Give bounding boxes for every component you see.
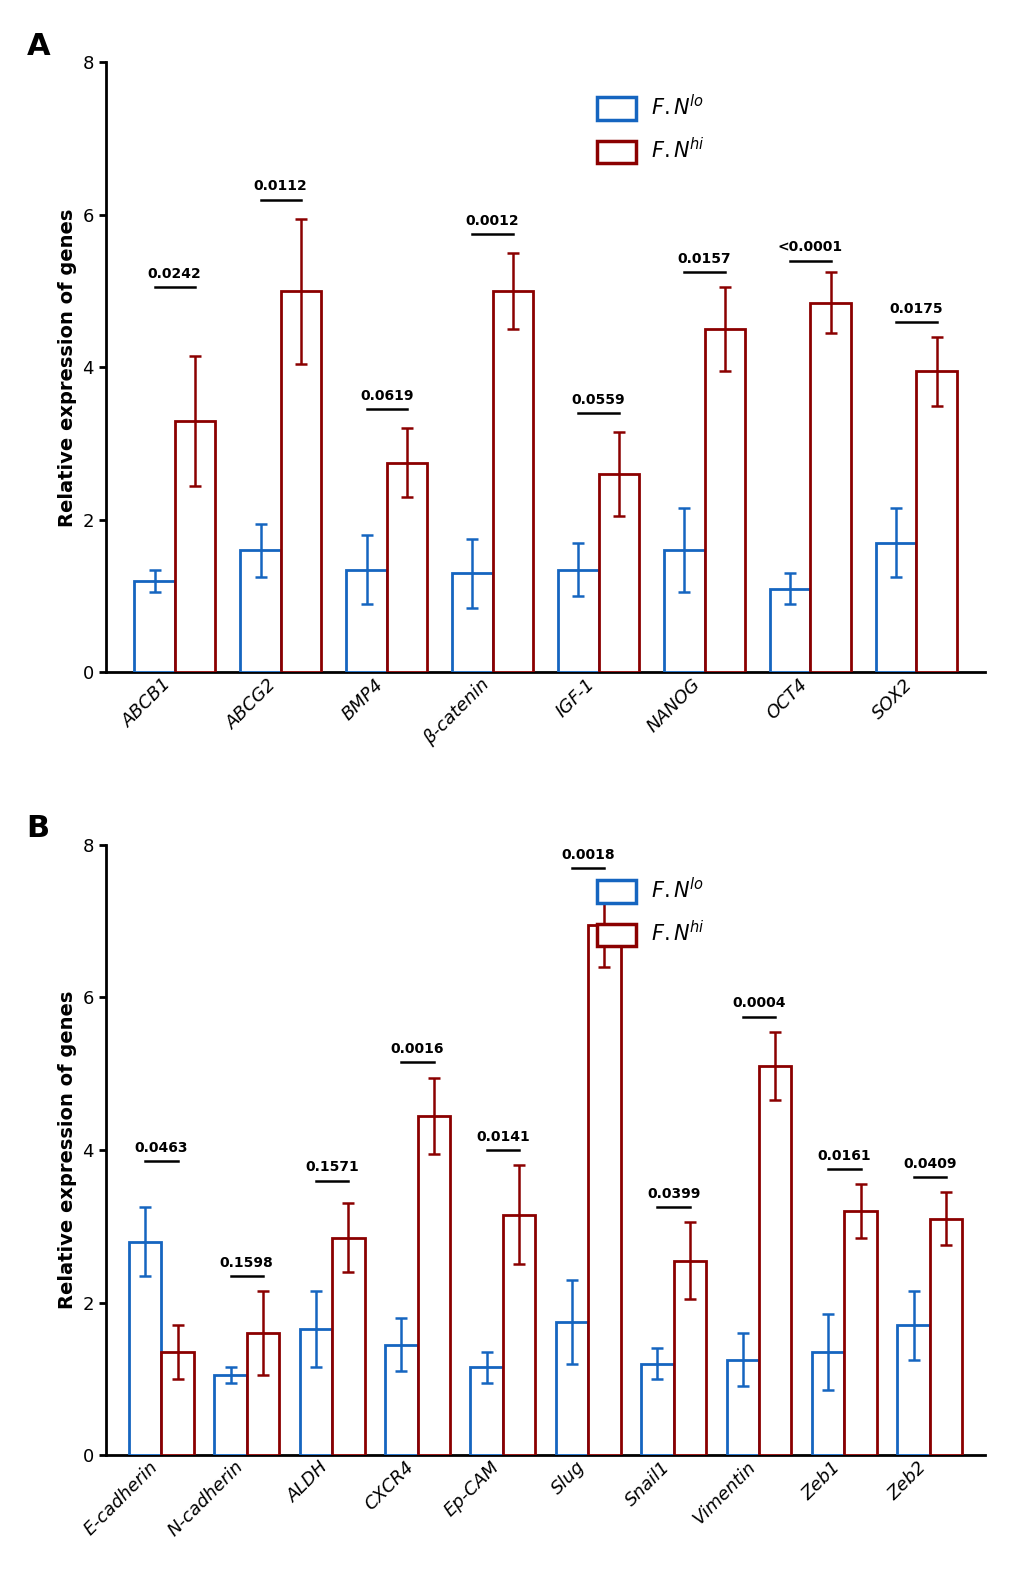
Text: 0.0012: 0.0012 <box>466 214 519 228</box>
Bar <box>300 1329 332 1455</box>
Y-axis label: Relative expression of genes: Relative expression of genes <box>58 208 76 526</box>
Bar <box>280 291 321 673</box>
Text: 0.1598: 0.1598 <box>220 1255 273 1269</box>
Text: 0.0242: 0.0242 <box>148 268 202 282</box>
Bar <box>704 329 744 673</box>
Bar <box>385 1345 417 1455</box>
Bar <box>417 1115 449 1455</box>
Bar <box>555 1321 588 1455</box>
Text: 0.0018: 0.0018 <box>560 847 614 862</box>
Text: 0.0157: 0.0157 <box>677 252 731 266</box>
Bar <box>174 421 215 673</box>
Text: 0.0399: 0.0399 <box>646 1188 700 1202</box>
Bar <box>875 543 915 673</box>
Bar <box>810 302 850 673</box>
Bar <box>247 1332 279 1455</box>
Bar <box>811 1353 844 1455</box>
Text: 0.0004: 0.0004 <box>732 997 785 1011</box>
Bar <box>663 550 704 673</box>
Text: 0.1571: 0.1571 <box>305 1161 359 1175</box>
Bar <box>844 1211 876 1455</box>
Bar <box>769 589 810 673</box>
Text: B: B <box>26 814 50 844</box>
Bar <box>588 925 621 1455</box>
Bar <box>346 570 386 673</box>
Bar <box>673 1260 705 1455</box>
Bar <box>641 1364 673 1455</box>
Text: <0.0001: <0.0001 <box>777 241 842 255</box>
Y-axis label: Relative expression of genes: Relative expression of genes <box>58 991 76 1309</box>
Bar <box>598 474 638 673</box>
Bar <box>915 372 956 673</box>
Text: A: A <box>26 32 50 61</box>
Legend: $\it{F. N}$$^{\it{lo}}$, $\it{F. N}$$^{\it{hi}}$: $\it{F. N}$$^{\it{lo}}$, $\it{F. N}$$^{\… <box>587 83 714 173</box>
Text: 0.0559: 0.0559 <box>572 394 625 406</box>
Legend: $\it{F. N}$$^{\it{lo}}$, $\it{F. N}$$^{\it{hi}}$: $\it{F. N}$$^{\it{lo}}$, $\it{F. N}$$^{\… <box>587 866 714 956</box>
Text: 0.0409: 0.0409 <box>902 1156 956 1170</box>
Text: 0.0141: 0.0141 <box>476 1129 529 1143</box>
Text: 0.0016: 0.0016 <box>390 1043 444 1057</box>
Bar <box>897 1326 929 1455</box>
Text: 0.0175: 0.0175 <box>889 301 943 315</box>
Bar <box>214 1375 247 1455</box>
Bar <box>161 1353 194 1455</box>
Text: 0.0463: 0.0463 <box>135 1142 187 1156</box>
Bar <box>470 1367 502 1455</box>
Bar <box>557 570 598 673</box>
Bar <box>492 291 532 673</box>
Bar <box>128 1241 161 1455</box>
Bar <box>929 1219 961 1455</box>
Bar <box>332 1238 364 1455</box>
Bar <box>240 550 280 673</box>
Bar <box>758 1066 791 1455</box>
Bar <box>451 573 492 673</box>
Text: 0.0619: 0.0619 <box>360 389 413 403</box>
Bar <box>726 1359 758 1455</box>
Bar <box>386 463 427 673</box>
Text: 0.0112: 0.0112 <box>254 180 308 194</box>
Bar <box>502 1214 535 1455</box>
Text: 0.0161: 0.0161 <box>817 1150 870 1162</box>
Bar <box>135 581 174 673</box>
